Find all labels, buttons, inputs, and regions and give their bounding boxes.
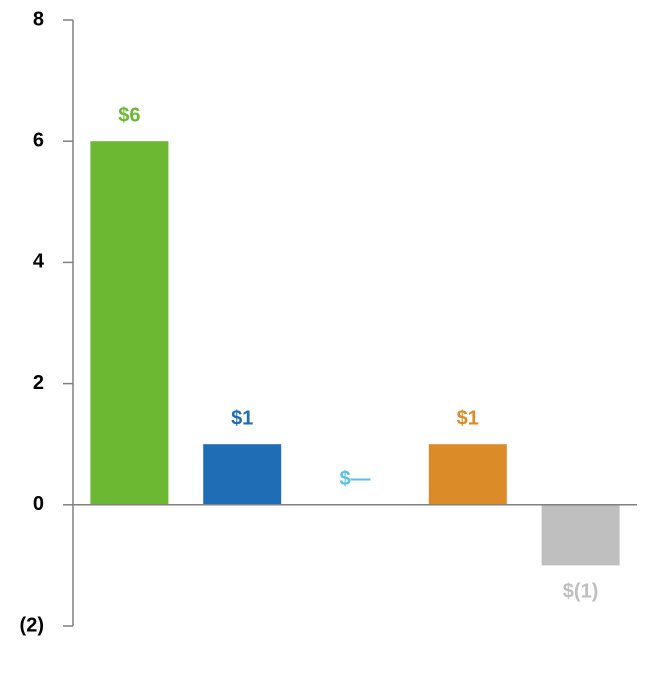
y-tick-label: 0 <box>33 493 44 515</box>
bar <box>428 444 507 505</box>
value-label: $(1) <box>563 581 599 603</box>
bar <box>203 444 282 505</box>
y-tick-label: 2 <box>33 372 44 394</box>
value-label: $— <box>339 468 370 490</box>
y-tick-label: 8 <box>33 8 44 30</box>
bar <box>541 504 620 566</box>
value-label: $1 <box>231 407 253 429</box>
bar <box>90 141 169 505</box>
y-tick-label: (2) <box>20 614 44 636</box>
y-tick-label: 4 <box>33 251 45 273</box>
value-label: $6 <box>118 104 140 126</box>
y-tick-label: 6 <box>33 129 44 151</box>
value-label: $1 <box>457 407 479 429</box>
